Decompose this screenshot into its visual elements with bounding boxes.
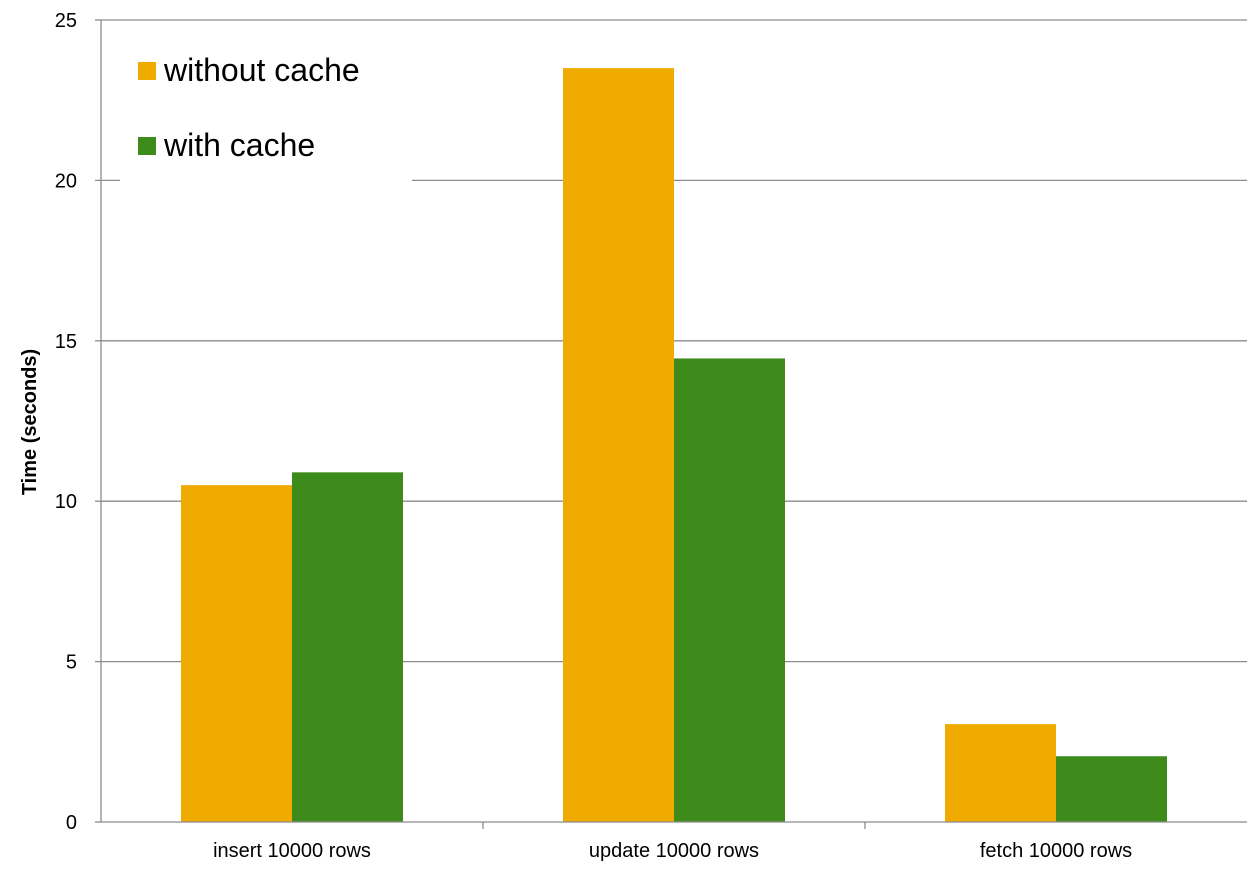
x-tick-label: update 10000 rows [589,840,759,862]
legend-background [120,40,412,182]
bar [563,68,674,823]
y-tick-label: 25 [55,10,77,32]
y-tick-label: 15 [55,331,77,353]
y-tick-label: 20 [55,170,77,192]
bars [181,68,1167,823]
bar [292,472,403,822]
bar [674,358,785,822]
y-tick-label: 5 [66,652,77,674]
y-tick-label: 10 [55,491,77,513]
bar [945,724,1056,822]
y-axis-label: Time (seconds) [19,349,41,495]
y-tick-label: 0 [66,812,77,834]
bar [1056,756,1167,822]
x-tick-label: fetch 10000 rows [980,840,1132,862]
bar [181,485,292,822]
legend-label: with cache [163,127,315,163]
legend-swatch [138,137,156,155]
legend-swatch [138,62,156,80]
x-tick-label: insert 10000 rows [213,840,371,862]
axes: 0 5 10 15 20 25 insert 10000 rows update 10000 … [55,10,1247,862]
legend: without cache with cache [120,40,412,182]
legend-label: without cache [163,52,360,88]
